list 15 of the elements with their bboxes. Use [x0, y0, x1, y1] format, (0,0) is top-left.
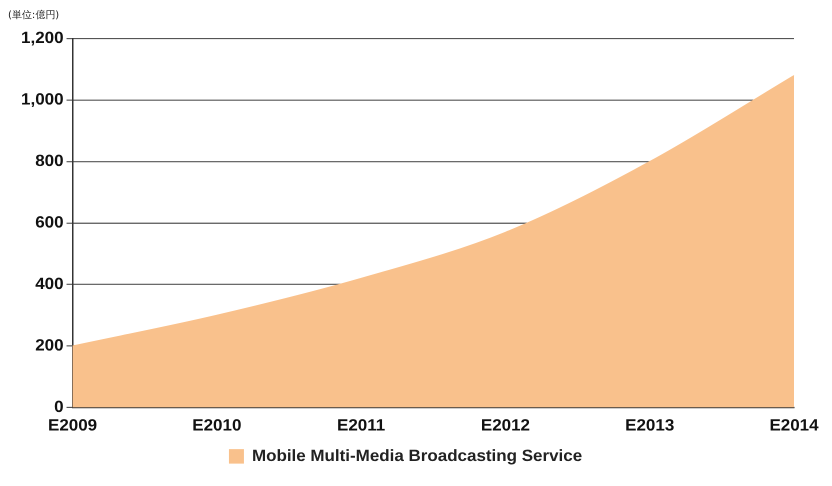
legend-label: Mobile Multi-Media Broadcasting Service	[252, 446, 582, 465]
y-tick-label: 600	[35, 212, 64, 232]
x-tick-label: E2014	[769, 416, 820, 434]
x-tick-label: E2012	[480, 416, 530, 434]
x-tick-label: E2009	[48, 416, 98, 434]
y-tick-label: 1,200	[21, 28, 64, 48]
y-tick-label: 0	[54, 397, 64, 416]
x-tick-label: E2013	[625, 416, 674, 434]
y-tick-label: 1,000	[21, 90, 64, 109]
x-tick-label: E2010	[192, 416, 242, 434]
text: (単位:億円)	[8, 8, 60, 22]
y-tick-label: 400	[35, 274, 64, 293]
y-tick-label: 800	[35, 151, 64, 170]
y-tick-label: 200	[35, 336, 64, 354]
x-tick-label: E2011	[337, 416, 386, 434]
